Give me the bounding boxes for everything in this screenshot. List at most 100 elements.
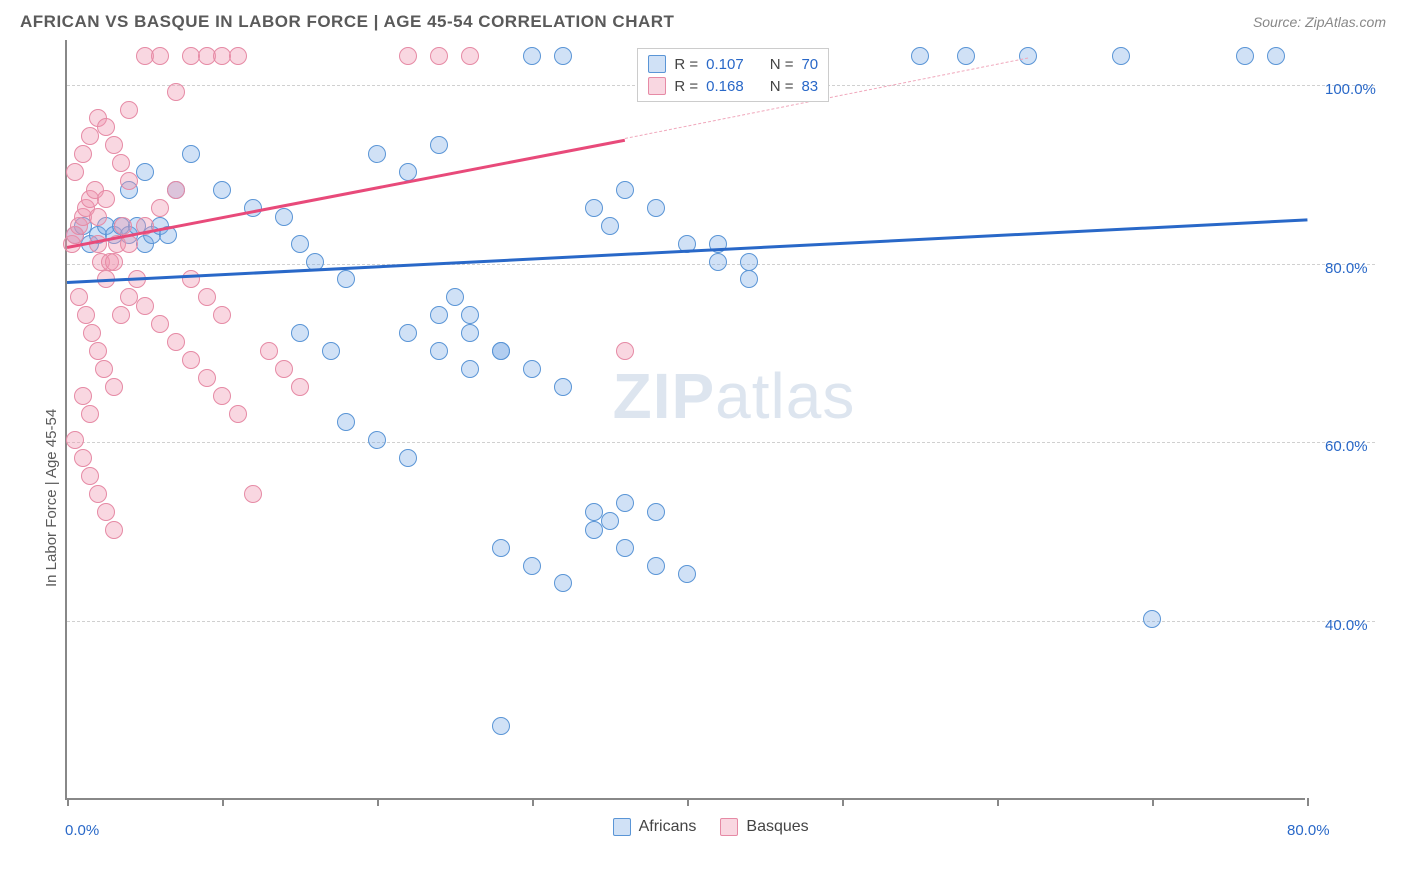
data-point	[430, 47, 448, 65]
data-point	[337, 270, 355, 288]
data-point	[95, 360, 113, 378]
trend-line	[67, 138, 625, 248]
legend-row: R = 0.168 N = 83	[648, 75, 818, 97]
data-point	[740, 270, 758, 288]
data-point	[709, 253, 727, 271]
data-point	[616, 494, 634, 512]
stat-r-label: R =	[674, 78, 698, 95]
data-point	[105, 253, 123, 271]
data-point	[523, 47, 541, 65]
data-point	[291, 235, 309, 253]
data-point	[616, 181, 634, 199]
data-point	[77, 306, 95, 324]
data-point	[213, 387, 231, 405]
stat-n-value: 70	[801, 56, 818, 73]
data-point	[399, 47, 417, 65]
data-point	[74, 145, 92, 163]
data-point	[492, 539, 510, 557]
chart-source: Source: ZipAtlas.com	[1253, 14, 1386, 30]
x-tick	[1152, 798, 1154, 806]
data-point	[97, 503, 115, 521]
watermark: ZIPatlas	[613, 359, 856, 433]
stat-r-label: R =	[674, 56, 698, 73]
data-point	[275, 208, 293, 226]
data-point	[213, 181, 231, 199]
data-point	[446, 288, 464, 306]
data-point	[647, 503, 665, 521]
data-point	[70, 288, 88, 306]
data-point	[461, 360, 479, 378]
data-point	[112, 154, 130, 172]
data-point	[678, 565, 696, 583]
legend-swatch	[648, 55, 666, 73]
data-point	[1267, 47, 1285, 65]
data-point	[120, 172, 138, 190]
data-point	[399, 324, 417, 342]
y-tick-label: 40.0%	[1325, 617, 1368, 634]
data-point	[430, 306, 448, 324]
data-point	[97, 190, 115, 208]
data-point	[492, 342, 510, 360]
x-tick-label: 0.0%	[65, 822, 99, 839]
chart-header: AFRICAN VS BASQUE IN LABOR FORCE | AGE 4…	[0, 0, 1406, 40]
data-point	[105, 136, 123, 154]
legend-item: Basques	[720, 818, 808, 836]
stat-n-label: N =	[770, 78, 794, 95]
correlation-legend: R = 0.107N = 70R = 0.168N = 83	[637, 48, 829, 102]
data-point	[1019, 47, 1037, 65]
data-point	[291, 324, 309, 342]
data-point	[229, 405, 247, 423]
data-point	[74, 387, 92, 405]
data-point	[167, 333, 185, 351]
data-point	[647, 199, 665, 217]
data-point	[213, 306, 231, 324]
data-point	[322, 342, 340, 360]
data-point	[112, 306, 130, 324]
data-point	[554, 47, 572, 65]
data-point	[1236, 47, 1254, 65]
legend-row: R = 0.107N = 70	[648, 53, 818, 75]
data-point	[97, 118, 115, 136]
data-point	[430, 136, 448, 154]
data-point	[957, 47, 975, 65]
data-point	[66, 163, 84, 181]
chart-title: AFRICAN VS BASQUE IN LABOR FORCE | AGE 4…	[20, 12, 674, 32]
chart-container: 40.0%60.0%80.0%100.0%0.0%80.0%In Labor F…	[20, 40, 1386, 880]
data-point	[461, 47, 479, 65]
data-point	[337, 413, 355, 431]
data-point	[554, 574, 572, 592]
data-point	[81, 467, 99, 485]
legend-swatch	[648, 77, 666, 95]
data-point	[430, 342, 448, 360]
data-point	[105, 378, 123, 396]
data-point	[616, 539, 634, 557]
data-point	[114, 217, 132, 235]
data-point	[89, 208, 107, 226]
x-tick	[67, 798, 69, 806]
data-point	[601, 217, 619, 235]
stat-n-value: 83	[801, 78, 818, 95]
data-point	[523, 557, 541, 575]
data-point	[1143, 610, 1161, 628]
gridline	[67, 442, 1375, 443]
data-point	[399, 449, 417, 467]
data-point	[182, 270, 200, 288]
data-point	[275, 360, 293, 378]
stat-r-value: 0.168	[706, 78, 744, 95]
stat-n-label: N =	[770, 56, 794, 73]
data-point	[616, 342, 634, 360]
data-point	[136, 163, 154, 181]
data-point	[554, 378, 572, 396]
trend-line	[67, 219, 1307, 284]
x-tick	[222, 798, 224, 806]
data-point	[182, 351, 200, 369]
data-point	[136, 297, 154, 315]
data-point	[198, 369, 216, 387]
data-point	[291, 378, 309, 396]
data-point	[81, 405, 99, 423]
data-point	[229, 47, 247, 65]
data-point	[89, 342, 107, 360]
data-point	[740, 253, 758, 271]
data-point	[151, 199, 169, 217]
data-point	[523, 360, 541, 378]
